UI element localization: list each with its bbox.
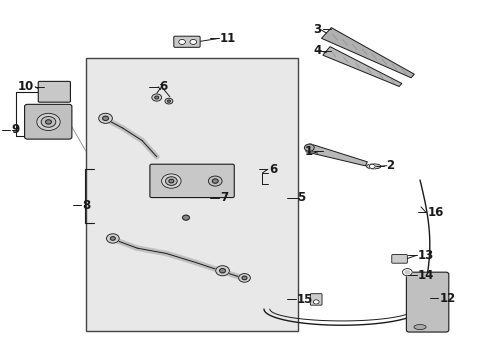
Circle shape (167, 100, 170, 102)
Circle shape (212, 179, 218, 183)
Text: 6: 6 (268, 163, 277, 176)
Bar (86, 58, 298, 330)
Circle shape (238, 274, 250, 282)
FancyBboxPatch shape (310, 294, 322, 305)
Circle shape (41, 117, 56, 127)
Text: 1: 1 (304, 145, 312, 158)
Circle shape (304, 144, 314, 151)
Text: 3: 3 (313, 23, 321, 36)
Circle shape (168, 179, 173, 183)
Text: 7: 7 (220, 192, 228, 204)
Circle shape (161, 174, 181, 188)
Text: 16: 16 (427, 206, 443, 219)
Circle shape (404, 270, 409, 274)
Text: 8: 8 (82, 199, 91, 212)
Circle shape (110, 237, 115, 240)
Text: 2: 2 (385, 159, 393, 172)
Text: 4: 4 (313, 44, 321, 57)
Circle shape (189, 40, 196, 44)
Polygon shape (305, 144, 366, 166)
FancyBboxPatch shape (38, 81, 70, 102)
Circle shape (215, 266, 229, 276)
Text: 14: 14 (417, 269, 433, 282)
FancyBboxPatch shape (150, 164, 234, 198)
FancyBboxPatch shape (173, 36, 200, 47)
Text: 15: 15 (297, 293, 313, 306)
Text: 9: 9 (11, 123, 20, 136)
Text: 5: 5 (297, 192, 305, 204)
Circle shape (106, 234, 119, 243)
Circle shape (155, 96, 158, 99)
Circle shape (182, 215, 189, 220)
Circle shape (37, 113, 60, 131)
Ellipse shape (413, 324, 425, 329)
Circle shape (402, 269, 411, 276)
Circle shape (313, 300, 319, 304)
FancyBboxPatch shape (24, 104, 72, 139)
Circle shape (165, 177, 177, 185)
Text: 12: 12 (439, 292, 455, 305)
Circle shape (242, 276, 246, 280)
Circle shape (178, 40, 185, 44)
Circle shape (102, 116, 108, 121)
Text: 10: 10 (18, 80, 34, 93)
Circle shape (164, 98, 172, 104)
Circle shape (368, 164, 374, 168)
Polygon shape (321, 28, 413, 78)
FancyBboxPatch shape (406, 272, 448, 332)
Text: 6: 6 (159, 80, 167, 93)
FancyBboxPatch shape (391, 255, 407, 263)
Circle shape (99, 113, 112, 123)
Circle shape (152, 94, 161, 101)
Ellipse shape (366, 164, 380, 169)
Circle shape (208, 176, 222, 186)
Circle shape (219, 269, 225, 273)
Circle shape (45, 120, 51, 124)
Text: 11: 11 (220, 32, 236, 45)
Text: 13: 13 (417, 249, 433, 262)
Polygon shape (322, 47, 401, 86)
